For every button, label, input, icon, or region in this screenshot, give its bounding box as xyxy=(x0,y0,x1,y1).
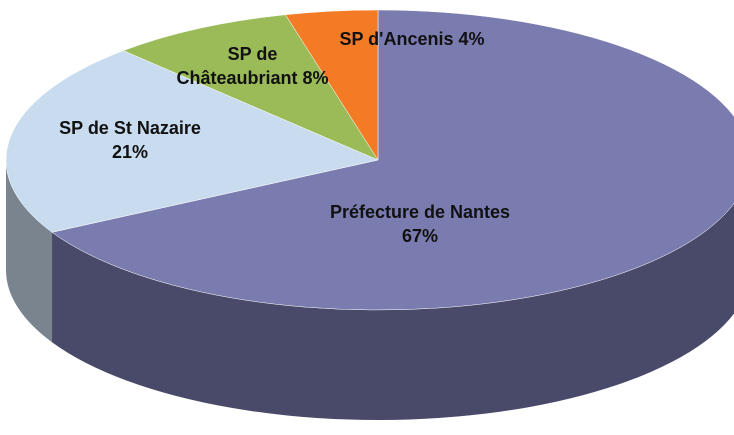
slice-side xyxy=(52,203,734,420)
value-label: 67% xyxy=(401,226,439,246)
value-label: 21% xyxy=(111,142,149,162)
slice xyxy=(51,9,734,311)
slice xyxy=(5,50,379,233)
data-label: SP de St Nazaire 21% xyxy=(40,116,220,164)
value-label: 8% xyxy=(302,68,329,88)
category-label: Préfecture de Nantes xyxy=(329,202,511,222)
category-label: SP de Châteaubriant xyxy=(176,44,298,88)
category-label: SP d'Ancenis xyxy=(339,29,454,49)
slice xyxy=(285,9,379,161)
data-label: Préfecture de Nantes 67% xyxy=(290,200,550,248)
slice-side xyxy=(6,160,53,343)
category-label: SP de St Nazaire xyxy=(59,118,201,138)
data-label: SP de Châteaubriant 8% xyxy=(165,42,340,90)
value-label: 4% xyxy=(458,29,485,49)
data-label: SP d'Ancenis 4% xyxy=(312,27,512,51)
slice xyxy=(122,14,379,161)
